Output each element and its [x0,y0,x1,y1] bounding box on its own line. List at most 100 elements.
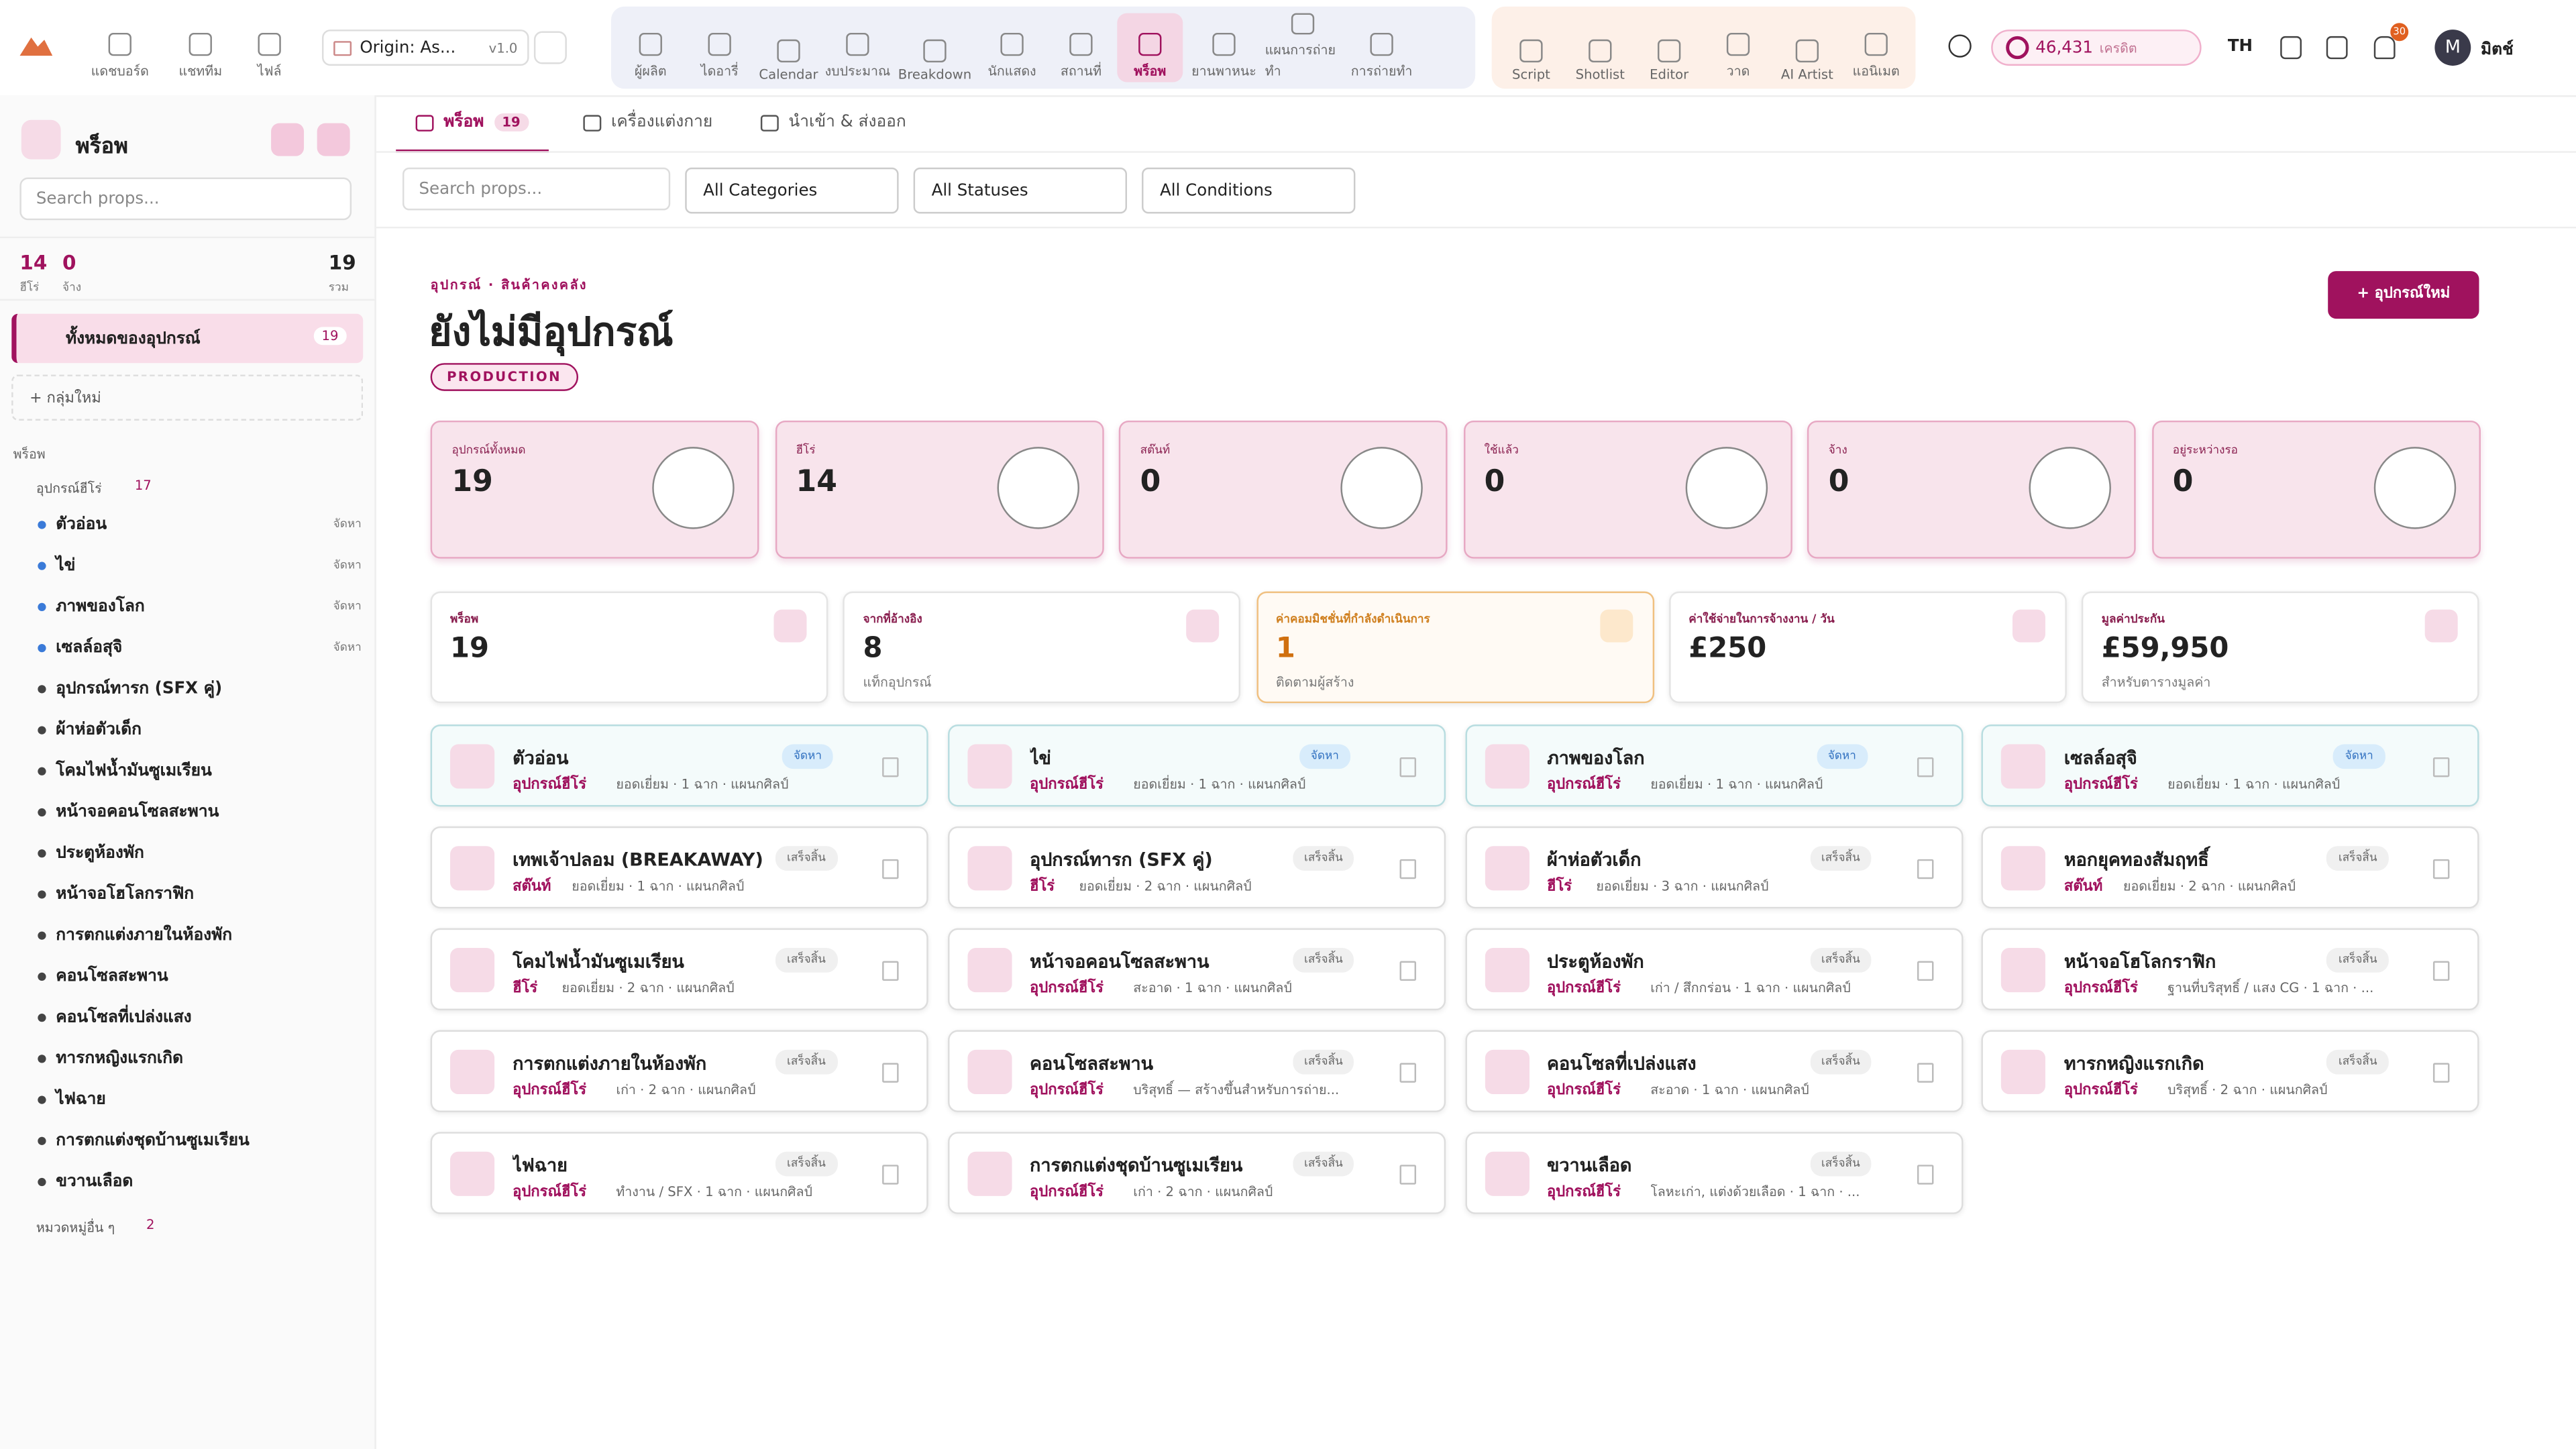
prop-card[interactable]: คอนโซลสะพาน เสร็จสิ้น อุปกรณ์ฮีโร่ บริสุทธิ… [947,1030,1446,1112]
prop-card[interactable]: ผ้าห่อตัวเด็ก เสร็จสิ้น ฮีโร่ ยอดเยี่ยม · 3… [1464,826,1963,909]
module-tab[interactable]: สถานที่ [1048,13,1114,83]
icon-button[interactable] [2280,36,2302,60]
avatar[interactable]: M [2434,30,2471,66]
delete-button[interactable] [882,961,899,981]
settings-button[interactable] [533,31,567,64]
icon-button[interactable] [2326,36,2348,60]
module-tab[interactable]: การถ่ายทำ [1344,13,1419,83]
prop-card[interactable]: หอกยุคทองสัมฤทธิ์ เสร็จสิ้น สต๊นท์ ยอดเยี่ย… [1982,826,2480,909]
prop-card[interactable]: หน้าจอคอนโซลสะพาน เสร็จสิ้น อุปกรณ์ฮีโร่ สะ… [947,928,1446,1011]
delete-button[interactable] [1916,961,1933,981]
module-tab[interactable]: ยานพาหนะ [1186,13,1262,83]
group-name[interactable]: หมวดหมู่อื่น ๆ [36,1220,115,1236]
item-name[interactable]: หน้าจอคอนโซลสะพาน [56,803,219,822]
prop-card[interactable]: เทพเจ้าปลอม (BREAKAWAY) เสร็จสิ้น สต๊นท์ ยอ… [430,826,928,909]
delete-button[interactable] [1916,859,1933,879]
module-tab[interactable]: Calendar [756,13,822,82]
prop-card[interactable]: ภาพของโลก จัดหา อุปกรณ์ฮีโร่ ยอดเยี่ยม · 1 … [1464,724,1963,807]
delete-button[interactable] [1916,757,1933,777]
module-tab[interactable]: นักแสดง [979,13,1045,83]
item-name[interactable]: หน้าจอโฮโลกราฟิก [56,885,195,904]
add-button[interactable] [271,123,305,156]
delete-button[interactable] [1916,1063,1933,1083]
item-name[interactable]: การตกแต่งภายในห้องพัก [56,926,233,945]
delete-button[interactable] [1399,757,1416,777]
filter-search[interactable]: Search props... [402,167,671,211]
new-prop-button[interactable]: + อุปกรณ์ใหม่ [2328,271,2479,319]
filter-select[interactable]: All Statuses [913,167,1128,214]
page-tab[interactable]: พร็อพ 19 [396,95,549,153]
prop-card[interactable]: คอนโซลที่เปล่งแสง เสร็จสิ้น อุปกรณ์ฮีโร่ สะ… [1464,1030,1963,1112]
tool-button[interactable]: Shotlist [1569,13,1631,82]
item-name[interactable]: การตกแต่งชุดบ้านซูเมเรียน [56,1132,250,1150]
item-name[interactable]: ประตูห้องพัก [56,844,144,863]
item-name[interactable]: ตัวอ่อน [56,515,107,534]
item-name[interactable]: โคมไฟน้ำมันซูเมเรียน [56,762,212,781]
delete-button[interactable] [1399,961,1416,981]
prop-card[interactable]: หน้าจอโฮโลกราฟิก เสร็จสิ้น อุปกรณ์ฮีโร่ ฐาน… [1982,928,2480,1011]
new-group[interactable]: + กลุ่มใหม่ [11,374,364,421]
module-tab[interactable]: ไดอารี่ [687,13,753,83]
tool-button[interactable]: Editor [1638,13,1701,82]
group-name[interactable]: อุปกรณ์ฮีโร่ [36,481,102,496]
prop-card[interactable]: ไข่ จัดหา อุปกรณ์ฮีโร่ ยอดเยี่ยม · 1 ฉาก · … [947,724,1446,807]
prop-card[interactable]: ไฟฉาย เสร็จสิ้น อุปกรณ์ฮีโร่ ทำงาน / SFX · … [430,1132,928,1214]
page-tab[interactable]: นำเข้า & ส่งออก [741,95,926,150]
delete-button[interactable] [882,1063,899,1083]
search-button[interactable] [1948,34,1972,58]
prop-card[interactable]: อุปกรณ์ทารก (SFX คู่) เสร็จสิ้น ฮีโร่ ยอดเย… [947,826,1446,909]
module-tab[interactable]: Breakdown [894,13,975,82]
nav-button[interactable]: ไฟล์ [233,13,306,83]
prop-card[interactable]: การตกแต่งภายในห้องพัก เสร็จสิ้น อุปกรณ์ฮีโ… [430,1030,928,1112]
prop-card[interactable]: โคมไฟน้ำมันซูเมเรียน เสร็จสิ้น ฮีโร่ ยอดเยี… [430,928,928,1011]
delete-button[interactable] [882,1165,899,1185]
delete-button[interactable] [1399,859,1416,879]
prop-card[interactable]: การตกแต่งชุดบ้านซูเมเรียน เสร็จสิ้น อุปกรณ… [947,1132,1446,1214]
item-name[interactable]: ขวานเลือด [56,1173,133,1191]
delete-button[interactable] [2433,757,2451,777]
delete-button[interactable] [1399,1165,1416,1185]
notifications-button[interactable] [2373,36,2396,60]
collapse-button[interactable] [317,123,350,156]
item-name[interactable]: คอนโซลสะพาน [56,967,168,986]
delete-button[interactable] [2433,859,2451,879]
all-group[interactable]: ทั้งหมดของอุปกรณ์ 19 [11,313,364,364]
delete-button[interactable] [2433,1063,2451,1083]
prop-card[interactable]: ขวานเลือด เสร็จสิ้น อุปกรณ์ฮีโร่ โลหะเก่า, … [1464,1132,1963,1214]
module-tab[interactable]: ผู้ผลิต [618,13,684,83]
delete-button[interactable] [1916,1165,1933,1185]
language[interactable]: TH [2227,38,2253,56]
page-tab[interactable]: เครื่องแต่งกาย [564,95,733,150]
nav-button[interactable]: แชททีม [164,13,237,83]
delete-button[interactable] [882,757,899,777]
delete-button[interactable] [882,859,899,879]
item-name[interactable]: ทารกหญิงแรกเกิด [56,1049,183,1068]
credits-pill[interactable]: 46,431 เครดิต [1991,30,2202,66]
module-tab[interactable]: งบประมาณ [824,13,890,83]
item-name[interactable]: เซลล์อสุจิ [56,639,123,657]
tool-button[interactable]: แอนิเมต [1845,13,1907,83]
item-name[interactable]: ไข่ [56,557,76,576]
item-name[interactable]: อุปกรณ์ทารก (SFX คู่) [56,680,223,698]
delete-button[interactable] [1399,1063,1416,1083]
sidebar-search[interactable]: Search props... [19,177,352,221]
prop-card[interactable]: ทารกหญิงแรกเกิด เสร็จสิ้น อุปกรณ์ฮีโร่ บริส… [1982,1030,2480,1112]
module-tab[interactable]: แผนการถ่ายทำ [1265,13,1341,83]
project-select[interactable]: Origin: As... v1.0 [322,30,529,66]
module-tab[interactable]: พร็อพ [1117,13,1183,83]
item-name[interactable]: ภาพของโลก [56,598,145,616]
prop-card[interactable]: ตัวอ่อน จัดหา อุปกรณ์ฮีโร่ ยอดเยี่ยม · 1 ฉา… [430,724,928,807]
tool-button[interactable]: AI Artist [1776,13,1838,82]
prop-card[interactable]: ประตูห้องพัก เสร็จสิ้น อุปกรณ์ฮีโร่ เก่า / … [1464,928,1963,1011]
user-name[interactable]: มิตช์ [2480,41,2514,60]
tool-button[interactable]: Script [1500,13,1562,82]
tool-button[interactable]: วาด [1707,13,1769,83]
item-name[interactable]: ไฟฉาย [56,1091,106,1110]
item-name[interactable]: ผ้าห่อตัวเด็ก [56,721,142,740]
prop-card[interactable]: เซลล์อสุจิ จัดหา อุปกรณ์ฮีโร่ ยอดเยี่ยม · 1… [1982,724,2480,807]
item-name[interactable]: คอนโซลที่เปล่งแสง [56,1008,192,1027]
delete-button[interactable] [2433,961,2451,981]
filter-select[interactable]: All Categories [685,167,899,214]
filter-select[interactable]: All Conditions [1142,167,1356,214]
nav-button[interactable]: แดชบอร์ด [84,13,156,83]
